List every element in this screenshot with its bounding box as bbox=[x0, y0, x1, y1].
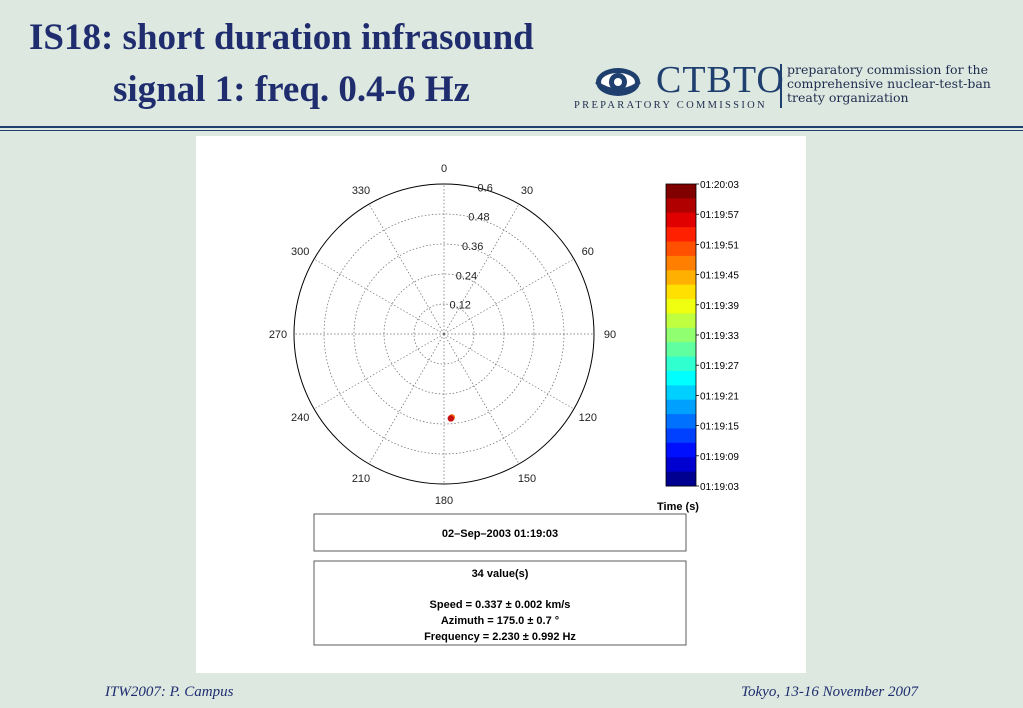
data-point-2 bbox=[447, 415, 454, 422]
angle-tick-270: 270 bbox=[269, 329, 287, 341]
ctbto-eye-icon bbox=[595, 68, 641, 96]
footer-author: ITW2007: P. Campus bbox=[105, 684, 234, 700]
colorbar-segment-13 bbox=[666, 370, 696, 386]
colorbar-segment-19 bbox=[666, 457, 696, 473]
colorbar-segment-1 bbox=[666, 198, 696, 214]
spoke-150 bbox=[443, 333, 520, 465]
footer-event: Tokyo, 13-16 November 2007 bbox=[741, 684, 918, 700]
spoke-120 bbox=[443, 333, 575, 410]
logo-tagline: preparatory commission for the comprehen… bbox=[787, 63, 991, 105]
angle-tick-180: 180 bbox=[435, 495, 453, 507]
title-line-1: IS18: short duration infrasound bbox=[29, 17, 534, 58]
angle-tick-30: 30 bbox=[521, 185, 533, 197]
angle-tick-60: 60 bbox=[582, 246, 594, 258]
radial-tick-label-0: 0.12 bbox=[450, 300, 471, 312]
logo-subtitle: PREPARATORY COMMISSION bbox=[574, 100, 767, 111]
polar-chart: 0 30 60 90 120 150 180 210 240 270 300 330 0.12 0.24 0… bbox=[269, 163, 739, 646]
colorbar-segment-9 bbox=[666, 313, 696, 329]
colorbar-segment-6 bbox=[666, 270, 696, 286]
stats-box bbox=[313, 560, 687, 646]
angle-tick-240: 240 bbox=[291, 412, 309, 424]
angle-tick-330: 330 bbox=[352, 185, 370, 197]
figure-panel: 0 30 60 90 120 150 180 210 240 270 300 330 0.12 0.24 0… bbox=[196, 136, 806, 673]
colorbar-segment-5 bbox=[666, 255, 696, 271]
radial-tick-label-4: 0.6 bbox=[478, 182, 493, 194]
spoke-330 bbox=[368, 203, 445, 335]
radial-ring-0 bbox=[413, 303, 475, 365]
colorbar-segment-17 bbox=[666, 428, 696, 444]
radial-tick-label-2: 0.36 bbox=[462, 241, 483, 253]
colorbar-segment-0 bbox=[666, 184, 696, 199]
colorbar-segment-20 bbox=[666, 471, 696, 487]
colorbar-label: Time (s) bbox=[657, 501, 699, 513]
colorbar-segment-8 bbox=[666, 299, 696, 314]
count-text: 34 value(s) bbox=[472, 568, 529, 580]
spoke-210 bbox=[368, 333, 445, 465]
logo-divider bbox=[780, 64, 782, 108]
colorbar-tick-label-3: 01:19:45 bbox=[700, 271, 739, 282]
colorbar-segment-2 bbox=[666, 212, 696, 228]
colorbar-tick-label-2: 01:19:51 bbox=[700, 240, 739, 251]
colorbar-segment-4 bbox=[666, 241, 696, 257]
colorbar-segment-12 bbox=[666, 356, 696, 372]
ctbto-logo: CTBTO PREPARATORY COMMISSION preparatory… bbox=[572, 58, 1012, 116]
colorbar-segment-10 bbox=[666, 327, 696, 343]
tagline-line-2: comprehensive nuclear-test-ban bbox=[787, 76, 991, 91]
colorbar-segment-11 bbox=[666, 342, 696, 358]
colorbar-segment-16 bbox=[666, 414, 696, 429]
spoke-300 bbox=[313, 258, 445, 335]
radial-ring-2 bbox=[353, 243, 535, 425]
colorbar-segment-3 bbox=[666, 227, 696, 243]
date-box bbox=[313, 513, 687, 552]
spoke-60 bbox=[443, 258, 575, 335]
frequency-text: Frequency = 2.230 ± 0.992 Hz bbox=[424, 631, 576, 643]
colorbar-segment-18 bbox=[666, 442, 696, 458]
speed-text: Speed = 0.337 ± 0.002 km/s bbox=[430, 599, 571, 611]
angle-tick-120: 120 bbox=[579, 412, 597, 424]
tagline-line-1: preparatory commission for the bbox=[787, 62, 988, 77]
colorbar-tick-label-4: 01:19:39 bbox=[700, 301, 739, 312]
colorbar-segment-7 bbox=[666, 284, 696, 300]
radial-ring-4 bbox=[293, 183, 595, 485]
colorbar-tick-label-1: 01:19:57 bbox=[700, 210, 739, 221]
colorbar-tick-label-10: 01:19:03 bbox=[700, 482, 739, 493]
colorbar-tick-label-7: 01:19:21 bbox=[700, 391, 739, 402]
angle-tick-150: 150 bbox=[518, 473, 536, 485]
colorbar-tick-label-8: 01:19:15 bbox=[700, 422, 739, 433]
colorbar-segment-15 bbox=[666, 399, 696, 415]
angle-tick-90: 90 bbox=[604, 329, 616, 341]
title-line-2: signal 1: freq. 0.4-6 Hz bbox=[113, 69, 470, 110]
colorbar-tick-label-9: 01:19:09 bbox=[700, 452, 739, 463]
radial-tick-label-1: 0.24 bbox=[456, 270, 477, 282]
colorbar-tick-label-0: 01:20:03 bbox=[700, 180, 739, 191]
angle-tick-0: 0 bbox=[441, 163, 447, 175]
angle-tick-210: 210 bbox=[352, 473, 370, 485]
tagline-line-3: treaty organization bbox=[787, 90, 909, 105]
radial-tick-label-3: 0.48 bbox=[468, 212, 489, 224]
spoke-30 bbox=[443, 203, 520, 335]
date-text: 02–Sep–2003 01:19:03 bbox=[442, 528, 558, 540]
angle-tick-300: 300 bbox=[291, 246, 309, 258]
spoke-240 bbox=[313, 333, 445, 410]
header-rule bbox=[0, 126, 1023, 128]
colorbar-tick-label-5: 01:19:33 bbox=[700, 331, 739, 342]
azimuth-text: Azimuth = 175.0 ± 0.7 ° bbox=[441, 615, 559, 627]
header-rule-thin bbox=[0, 130, 1023, 131]
logo-name: CTBTO bbox=[656, 59, 785, 101]
colorbar-segment-14 bbox=[666, 385, 696, 401]
colorbar-tick-label-6: 01:19:27 bbox=[700, 361, 739, 372]
